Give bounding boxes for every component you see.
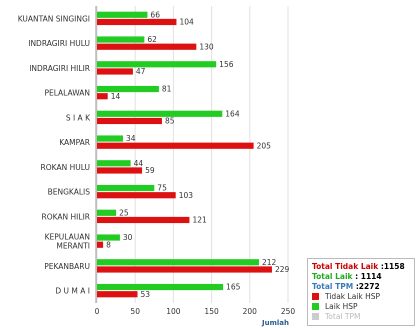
total-laik-label: Total Laik: [312, 272, 353, 281]
bar-value-label: 104: [179, 18, 194, 27]
bar-laik[interactable]: [97, 110, 223, 117]
x-tick-label: 200: [243, 307, 258, 316]
x-tick-label: 250: [281, 307, 296, 316]
bar-laik[interactable]: [97, 11, 148, 18]
bar-laik[interactable]: [97, 283, 224, 291]
category-label: MERANTI: [56, 242, 90, 251]
bar-value-label: 14: [111, 92, 121, 101]
legend-label-total-tpm: Total TPM: [325, 312, 361, 321]
legend-swatch-total-tpm: [312, 313, 319, 320]
category-label: KUANTAN SINGINGI: [18, 14, 90, 23]
bar-value-label: 44: [134, 159, 144, 168]
total-tpm: Total TPM :2272: [312, 282, 410, 292]
category-label: KEPULAUAN: [45, 233, 90, 242]
category-label: PEKANBARU: [44, 262, 90, 271]
bar-value-label: 85: [165, 117, 175, 126]
bar-laik[interactable]: [97, 160, 131, 167]
bar-value-label: 130: [199, 42, 214, 51]
total-tidak-laik-label: Total Tidak Laik: [312, 262, 379, 271]
category-label: S I A K: [66, 113, 91, 122]
bar-value-label: 62: [147, 35, 157, 44]
labels: 0 50 100 150 200 250 KUANTAN SINGINGI 66 104 INDR…: [18, 10, 296, 316]
bar-tidak-laik[interactable]: [97, 216, 190, 224]
bar-value-label: 66: [150, 10, 160, 19]
bar-value-label: 81: [162, 85, 172, 94]
bars: [97, 11, 272, 298]
bar-value-label: 8: [106, 240, 111, 249]
category-label: KAMPAR: [59, 138, 90, 147]
bar-value-label: 30: [123, 233, 133, 242]
legend-label-tidak-laik: Tidak Laik HSP: [325, 292, 381, 301]
bar-value-label: 75: [157, 184, 167, 193]
bar-value-label: 25: [119, 208, 129, 217]
total-tpm-value: :2272: [355, 282, 380, 291]
bar-tidak-laik[interactable]: [97, 142, 254, 149]
x-tick-label: 100: [166, 307, 181, 316]
bar-value-label: 34: [126, 134, 136, 143]
bar-value-label: 212: [262, 258, 277, 267]
bar-tidak-laik[interactable]: [97, 192, 176, 199]
bar-tidak-laik[interactable]: [97, 68, 133, 75]
bar-tidak-laik[interactable]: [97, 167, 143, 174]
bar-value-label: 165: [226, 283, 241, 292]
totals-legend-box: Total Tidak Laik :1158 Total Laik : 1114…: [307, 258, 415, 326]
bar-value-label: 121: [192, 216, 207, 225]
bar-value-label: 59: [145, 166, 155, 175]
bar-tidak-laik[interactable]: [97, 117, 162, 125]
bar-value-label: 156: [219, 60, 234, 69]
bar-tidak-laik[interactable]: [97, 43, 197, 50]
x-tick-label: 50: [130, 307, 140, 316]
legend-item-laik[interactable]: Laik HSP: [312, 302, 410, 312]
total-tidak-laik-value: :1158: [380, 262, 405, 271]
bar-laik[interactable]: [97, 259, 259, 266]
category-label: INDRAGIRI HULU: [28, 39, 90, 48]
total-tidak-laik: Total Tidak Laik :1158: [312, 262, 410, 272]
legend-swatch-laik: [312, 303, 319, 310]
bar-laik[interactable]: [97, 135, 123, 142]
bar-tidak-laik[interactable]: [97, 18, 177, 26]
legend-swatch-tidak-laik: [312, 293, 319, 300]
bar-tidak-laik[interactable]: [97, 266, 272, 273]
x-tick-label: 150: [204, 307, 219, 316]
category-label: ROKAN HULU: [41, 163, 90, 172]
bar-value-label: 103: [179, 191, 194, 200]
total-laik: Total Laik : 1114: [312, 272, 410, 282]
legend-item-tidak-laik[interactable]: Tidak Laik HSP: [312, 292, 410, 302]
total-laik-value: : 1114: [355, 272, 382, 281]
bar-value-label: 47: [136, 67, 146, 76]
grid-lines: [96, 6, 289, 303]
bar-laik[interactable]: [97, 184, 155, 192]
bar-laik[interactable]: [97, 85, 159, 93]
category-label: PELALAWAN: [44, 89, 90, 98]
bar-tidak-laik[interactable]: [97, 93, 108, 100]
bar-laik[interactable]: [97, 36, 145, 43]
bar-value-label: 229: [275, 265, 290, 274]
bar-tidak-laik[interactable]: [97, 241, 104, 248]
category-label: D U M A I: [55, 287, 90, 296]
x-axis-title: Jumlah: [261, 319, 289, 327]
category-label: ROKAN HILIR: [42, 212, 90, 221]
total-tpm-label: Total TPM: [312, 282, 354, 291]
bar-value-label: 205: [257, 141, 272, 150]
legend-label-laik: Laik HSP: [325, 302, 358, 311]
bar-value-label: 164: [225, 109, 240, 118]
bar-laik[interactable]: [97, 61, 217, 68]
legend-item-total-tpm[interactable]: Total TPM: [312, 312, 410, 322]
bar-value-label: 53: [140, 290, 150, 299]
bar-laik[interactable]: [97, 234, 120, 241]
category-label: BENGKALIS: [48, 188, 91, 197]
bar-tidak-laik[interactable]: [97, 291, 138, 298]
category-label: INDRAGIRI HILIR: [29, 64, 90, 73]
bar-laik[interactable]: [97, 209, 117, 216]
x-tick-label: 0: [95, 307, 100, 316]
